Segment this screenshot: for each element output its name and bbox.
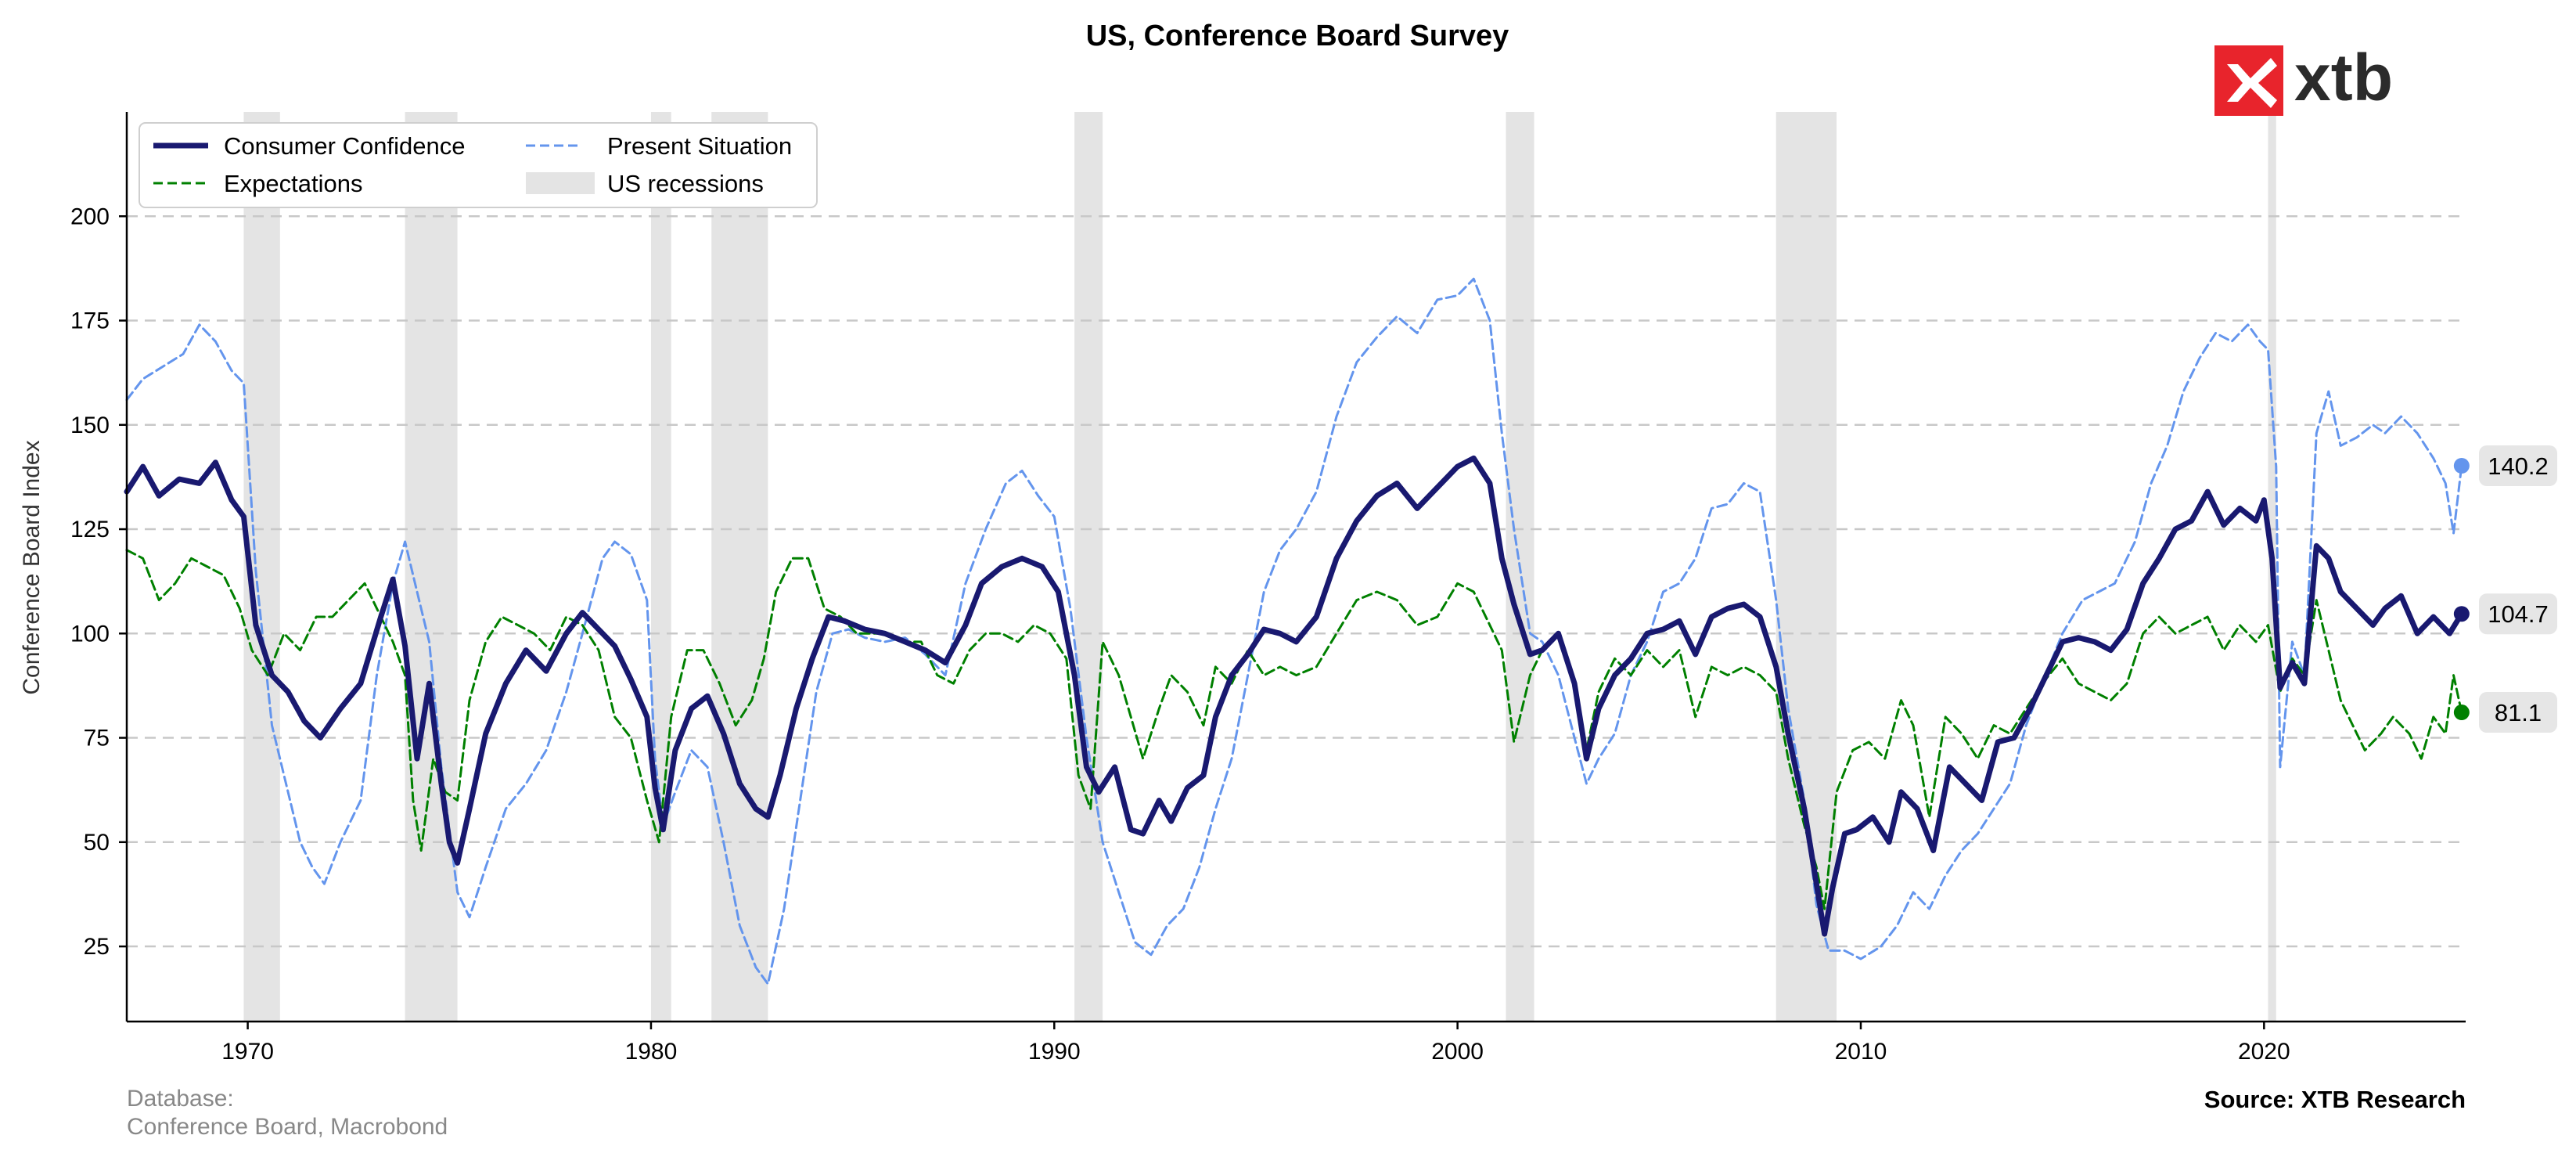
recession-band-3 (650, 112, 671, 1022)
end-value-labels: 140.2 104.7 81.1 (2453, 445, 2557, 733)
y-tick-label-25: 25 (84, 934, 110, 960)
y-tick-label-100: 100 (70, 621, 110, 647)
x-tick-label-1990: 1990 (1028, 1039, 1081, 1065)
series-line-present-situation (125, 277, 2463, 986)
end-marker-consumer-confidence (2453, 606, 2470, 622)
recession-band-7 (1775, 112, 1837, 1022)
legend-swatch-us-recessions (526, 172, 595, 194)
end-label-box-expectations (2479, 692, 2557, 733)
x-axis-ticks: 1970 1980 1990 2000 2010 2020 (221, 1022, 2290, 1065)
x-tick-label-2010: 2010 (1835, 1039, 1887, 1065)
xtb-logo-cross-icon (2227, 58, 2277, 108)
end-label-consumer-confidence: 104.7 (2488, 600, 2549, 628)
recession-band-5 (1074, 112, 1103, 1022)
database-label: Database: (127, 1086, 234, 1112)
x-tick-label-2020: 2020 (2238, 1039, 2290, 1065)
xtb-logo-text: xtb (2294, 41, 2393, 114)
end-marker-present-situation (2453, 458, 2470, 474)
y-tick-label-75: 75 (84, 726, 110, 751)
end-label-box-consumer-confidence (2479, 593, 2557, 635)
y-tick-label-150: 150 (70, 413, 110, 438)
end-marker-expectations (2453, 705, 2470, 721)
y-axis-label: Conference Board Index (19, 440, 45, 694)
y-tick-label-175: 175 (70, 308, 110, 334)
end-label-expectations: 81.1 (2495, 699, 2542, 726)
y-tick-label-125: 125 (70, 517, 110, 542)
legend-label-consumer-confidence: Consumer Confidence (224, 132, 465, 160)
x-tick-label-1980: 1980 (625, 1039, 678, 1065)
legend-box (139, 122, 818, 208)
x-tick-label-1970: 1970 (221, 1039, 274, 1065)
y-tick-label-50: 50 (84, 830, 110, 856)
end-label-present-situation: 140.2 (2488, 452, 2549, 480)
legend-label-present-situation: Present Situation (607, 132, 792, 160)
legend-label-us-recessions: US recessions (607, 170, 764, 197)
series-line-consumer-confidence (124, 455, 2465, 937)
recession-bands (243, 112, 2276, 1022)
chart-title: US, Conference Board Survey (1086, 20, 1509, 52)
xtb-logo: xtb (2214, 41, 2393, 116)
y-axis-ticks: 25 50 75 100 125 150 175 200 (70, 204, 127, 960)
series-lines (124, 277, 2465, 986)
database-value: Conference Board, Macrobond (127, 1114, 448, 1140)
x-tick-label-2000: 2000 (1431, 1039, 1484, 1065)
recession-band-2 (405, 112, 458, 1022)
legend: Consumer Confidence Present Situation Ex… (139, 122, 818, 208)
recession-band-4 (711, 112, 768, 1022)
series-line-expectations (125, 549, 2463, 910)
grid-lines (127, 215, 2466, 948)
y-tick-label-200: 200 (70, 204, 110, 229)
legend-label-expectations: Expectations (224, 170, 363, 197)
end-label-box-present-situation (2479, 445, 2557, 487)
source-label: Source: XTB Research (2204, 1086, 2466, 1113)
